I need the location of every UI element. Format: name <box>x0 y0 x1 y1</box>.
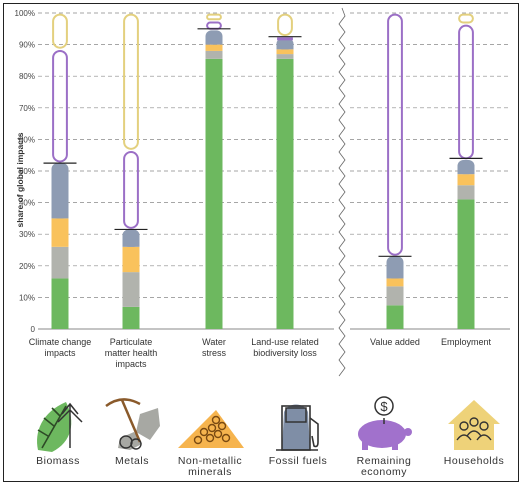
bar-segment-metals <box>386 286 404 306</box>
gridlines <box>38 12 510 330</box>
bar-segment-non-metallic-minerals <box>122 246 140 273</box>
bar-segment-remaining-economy <box>206 21 222 30</box>
legend-item-metals: Metals <box>90 392 174 482</box>
y-tick-label: 40% <box>19 199 35 208</box>
y-tick-label: 80% <box>19 72 35 81</box>
legend-item-households: Households <box>432 392 516 482</box>
bar-segment-biomass <box>457 199 475 329</box>
bar-segment-biomass <box>51 278 69 329</box>
minerals-pile-icon <box>178 410 244 448</box>
bar-segment-non-metallic-minerals <box>51 218 69 247</box>
legend-label: Non-metallic minerals <box>177 455 243 478</box>
y-tick-label: 0 <box>31 325 36 334</box>
legend-label: Fossil fuels <box>268 455 328 467</box>
x-tick-label: Water stress <box>202 337 227 358</box>
bar-segment-metals <box>122 272 140 307</box>
svg-text:$: $ <box>380 399 388 414</box>
y-tick-label: 70% <box>19 104 35 113</box>
bar-segment-households <box>277 13 293 37</box>
y-tick-label: 10% <box>19 293 35 302</box>
panel-divider <box>338 7 346 377</box>
x-axis-labels: Climate change impacts Particulate matter h… <box>29 337 492 369</box>
bar-segment-metals <box>457 185 475 200</box>
x-tick-label: Value added <box>370 337 420 347</box>
bar-segment-biomass <box>205 58 223 329</box>
bar-segment-metals <box>276 54 294 59</box>
bar-segment-metals <box>51 246 69 279</box>
divider-line <box>338 7 346 377</box>
y-tick-label: 30% <box>19 230 35 239</box>
figure-frame <box>3 3 519 482</box>
legend-label: Biomass <box>36 455 80 467</box>
leaf-icon <box>37 402 83 452</box>
legend-item-biomass: Biomass <box>16 392 100 482</box>
bar-segment-non-metallic-minerals <box>386 278 404 287</box>
bar-segment-remaining-economy <box>123 151 139 229</box>
y-tick-label: 20% <box>19 262 35 271</box>
bar-segment-remaining-economy <box>277 37 293 41</box>
legend-label: Metals <box>115 455 149 467</box>
bar-segment-fossil-fuels <box>276 38 294 50</box>
legend-item-fossil-fuels: Fossil fuels <box>256 392 340 482</box>
bar-segment-biomass <box>386 305 404 329</box>
bar-segment-households <box>458 13 474 24</box>
bar-segment-households <box>123 13 139 150</box>
bar-segment-fossil-fuels <box>122 229 140 247</box>
fuel-pump-icon <box>276 404 319 451</box>
y-tick-label: 90% <box>19 41 35 50</box>
y-axis: 0 10% 20% 30% 40% 50% 60% 70% 80% 90% 100% <box>15 9 36 334</box>
house-people-icon <box>448 400 500 450</box>
bar-segment-remaining-economy <box>458 24 474 160</box>
bar-segment-remaining-economy <box>52 49 68 163</box>
y-tick-label: 50% <box>19 167 35 176</box>
y-tick-label: 60% <box>19 135 35 144</box>
bar-segment-fossil-fuels <box>51 163 69 219</box>
y-tick-label: 100% <box>15 9 35 18</box>
x-tick-label: Employment <box>441 337 492 347</box>
bar-segment-households <box>52 13 68 49</box>
stacked-bar-chart: 0 10% 20% 30% 40% 50% 60% 70% 80% 90% 100% share o… <box>15 7 510 377</box>
legend-item-non-metallic-minerals: Non-metallic minerals <box>168 392 252 482</box>
ore-pickaxe-icon <box>105 398 160 450</box>
bar-segment-biomass <box>122 306 140 329</box>
y-axis-label: share of global impacts <box>15 132 25 227</box>
bars <box>43 13 483 329</box>
bar-segment-fossil-fuels <box>386 256 404 279</box>
x-tick-label: Climate change impacts <box>29 337 92 358</box>
bar-segment-households <box>206 13 222 21</box>
bar-segment-biomass <box>276 58 294 329</box>
legend-label: Households <box>443 455 505 467</box>
x-tick-label: Particulate matter health impacts <box>105 337 158 369</box>
x-tick-label: Land-use related biodiversity loss <box>251 337 319 358</box>
bar-segment-fossil-fuels <box>205 30 223 45</box>
legend-item-remaining-economy: $ Remaining economy <box>342 392 426 482</box>
bar-segment-non-metallic-minerals <box>205 44 223 51</box>
bar-segment-fossil-fuels <box>457 159 475 175</box>
bar-segment-non-metallic-minerals <box>276 49 294 55</box>
legend-label: Remaining economy <box>356 455 412 478</box>
bar-segment-metals <box>205 50 223 59</box>
bar-segment-remaining-economy <box>387 13 403 256</box>
piggy-bank-icon: $ <box>358 396 412 450</box>
bar-segment-non-metallic-minerals <box>457 174 475 186</box>
